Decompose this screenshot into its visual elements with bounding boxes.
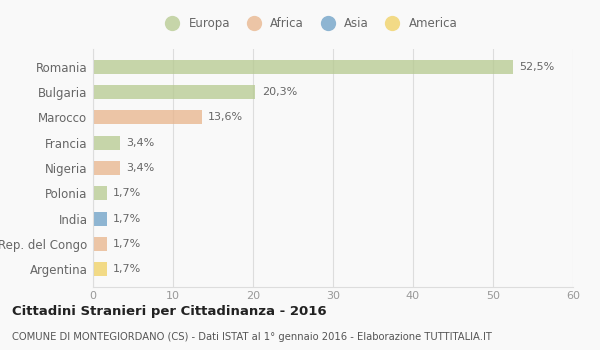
Bar <box>93 212 107 225</box>
Text: 1,7%: 1,7% <box>113 239 141 249</box>
Text: Cittadini Stranieri per Cittadinanza - 2016: Cittadini Stranieri per Cittadinanza - 2… <box>12 304 326 317</box>
Text: 3,4%: 3,4% <box>127 138 155 148</box>
Text: 52,5%: 52,5% <box>520 62 554 72</box>
Bar <box>93 60 513 74</box>
Bar <box>93 262 107 276</box>
Text: 1,7%: 1,7% <box>113 264 141 274</box>
Bar <box>93 136 120 150</box>
Text: 3,4%: 3,4% <box>127 163 155 173</box>
Bar <box>93 161 120 175</box>
Legend: Europa, Africa, Asia, America: Europa, Africa, Asia, America <box>155 12 463 35</box>
Bar <box>93 111 202 124</box>
Text: 20,3%: 20,3% <box>262 87 297 97</box>
Bar <box>93 85 256 99</box>
Bar <box>93 237 107 251</box>
Text: 1,7%: 1,7% <box>113 214 141 224</box>
Text: 13,6%: 13,6% <box>208 112 244 122</box>
Text: COMUNE DI MONTEGIORDANO (CS) - Dati ISTAT al 1° gennaio 2016 - Elaborazione TUTT: COMUNE DI MONTEGIORDANO (CS) - Dati ISTA… <box>12 332 492 343</box>
Bar <box>93 186 107 200</box>
Text: 1,7%: 1,7% <box>113 188 141 198</box>
